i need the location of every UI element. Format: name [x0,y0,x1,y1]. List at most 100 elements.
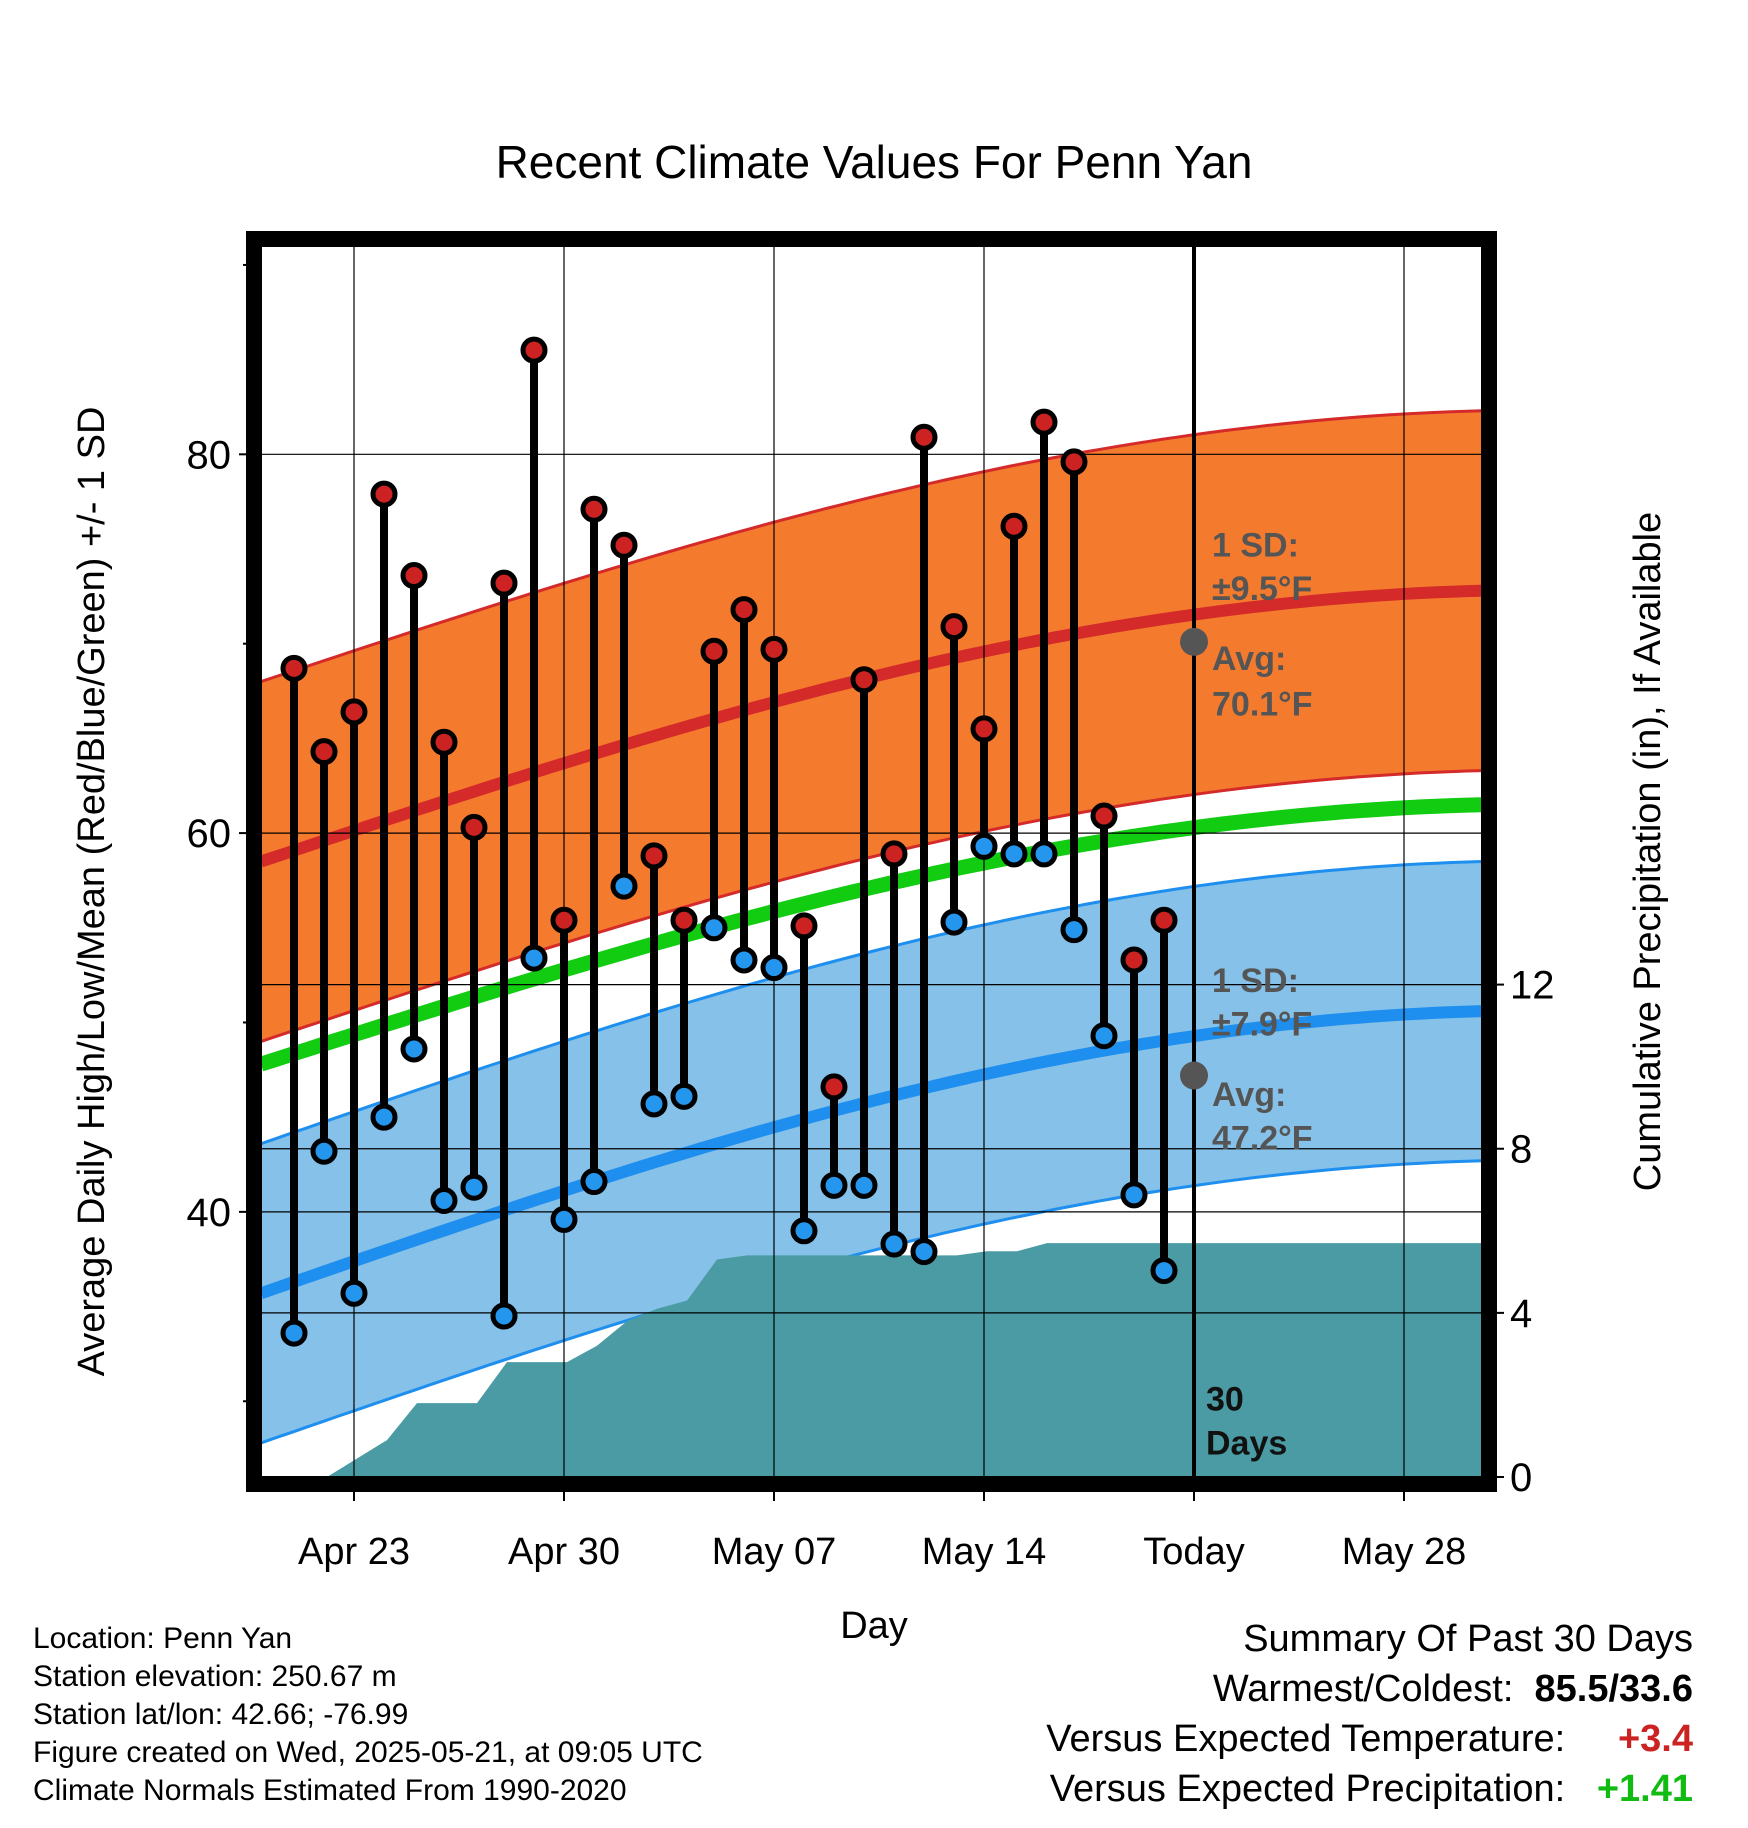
low-avg-value: 47.2°F [1212,1119,1313,1157]
daily-low-point [1150,1257,1178,1285]
daily-high-point [460,813,488,841]
latlon-text: Station lat/lon: 42.66; -76.99 [33,1698,409,1731]
daily-low-point [730,946,758,974]
warm-cold-value: 85.5/33.6 [1534,1668,1693,1710]
y2-tick-label: 12 [1510,964,1555,1008]
daily-high-point [1030,408,1058,436]
daily-high-point [430,728,458,756]
daily-high-point [310,738,338,766]
daily-high-point [1000,512,1028,540]
summary-temp: Versus Expected Temperature: +3.4 [1046,1718,1693,1768]
y2-tick-label: 8 [1510,1128,1532,1172]
low-avg-label: Avg: [1212,1076,1286,1114]
x-tick-label: Today [1143,1531,1244,1573]
x-axis-title: Day [840,1605,908,1647]
daily-high-point [760,635,788,663]
climate-chart: 1 SD: ±9.5°F Avg: 70.1°F 1 SD: ±7.9°F Avg: 47.2… [71,136,1669,1573]
daily-low-point [370,1103,398,1131]
daily-low-point [340,1279,368,1307]
temp-value: +3.4 [1617,1718,1693,1760]
y-tick-label: 60 [187,812,232,856]
daily-high-point [610,531,638,559]
daily-high-point [670,906,698,934]
daily-low-point [880,1230,908,1258]
chart-title: Recent Climate Values For Penn Yan [496,136,1253,188]
low-sd-label: 1 SD: [1212,962,1299,1000]
daily-low-point [1090,1022,1118,1050]
daily-low-point [310,1137,338,1165]
daily-high-point [340,698,368,726]
summary-precip: Versus Expected Precipitation: +1.41 [1046,1768,1693,1818]
temp-label: Versus Expected Temperature: [1046,1718,1566,1760]
daily-high-point [580,495,608,523]
y2-tick-label: 0 [1510,1456,1532,1500]
plot-inner: 1 SD: ±9.5°F Avg: 70.1°F 1 SD: ±7.9°F Avg: 47.2… [261,246,1482,1477]
daily-low-point [1030,840,1058,868]
daily-high-point [970,715,998,743]
daily-low-point [1120,1181,1148,1209]
daily-low-point [1000,840,1028,868]
daily-high-point [1150,906,1178,934]
warm-cold-label: Warmest/Coldest: [1212,1668,1514,1710]
daily-low-point [670,1082,698,1110]
daily-high-point [520,336,548,364]
daily-low-point [520,944,548,972]
summary-heading: Summary Of Past 30 Days [1243,1618,1693,1660]
created-text: Figure created on Wed, 2025-05-21, at 09… [33,1736,703,1769]
x-tick-label: May 28 [1342,1531,1467,1573]
precip-label: Versus Expected Precipitation: [1049,1768,1566,1810]
daily-high-point [370,480,398,508]
daily-low-point [910,1238,938,1266]
window-count-label: 30 [1206,1381,1244,1419]
daily-low-point [400,1035,428,1063]
x-tick-label: Apr 30 [508,1531,620,1573]
daily-low-point [460,1173,488,1201]
daily-low-point [430,1186,458,1214]
normals-text: Climate Normals Estimated From 1990-2020 [33,1774,627,1807]
daily-high-point [400,562,428,590]
daily-high-point [640,842,668,870]
daily-low-point [280,1319,308,1347]
y2-axis-title: Cumulative Precipitation (in), If Availa… [1627,512,1669,1191]
daily-high-point [730,596,758,624]
daily-high-point [850,666,878,694]
daily-low-point [940,908,968,936]
daily-high-point [700,637,728,665]
high-sd-band [261,410,1482,1042]
daily-high-point [820,1073,848,1101]
daily-low-point [640,1090,668,1118]
x-tick-label: May 07 [712,1531,837,1573]
x-tick-label: Apr 23 [298,1531,410,1573]
daily-low-point [820,1171,848,1199]
y-axis-title: Average Daily High/Low/Mean (Red/Blue/Gr… [71,407,113,1377]
normal-mean-line [261,797,1482,1072]
summary-panel: Summary Of Past 30 Days Warmest/Coldest:… [1046,1618,1693,1818]
daily-high-point [490,569,518,597]
daily-low-point [580,1168,608,1196]
daily-high-point [940,613,968,641]
y2-tick-label: 4 [1510,1292,1532,1336]
plot-area: 1 SD: ±9.5°F Avg: 70.1°F 1 SD: ±7.9°F Avg: 47.2… [71,231,1669,1573]
low-sd-lower-line [261,1159,1482,1445]
summary-warm-cold: Warmest/Coldest: 85.5/33.6 [1046,1668,1693,1718]
window-unit-label: Days [1206,1424,1287,1462]
low-sd-value: ±7.9°F [1212,1006,1312,1044]
x-tick-label: May 14 [922,1531,1047,1573]
x-axis-label-area: Day [840,1605,908,1647]
daily-low-point [610,872,638,900]
daily-low-point [490,1302,518,1330]
precip-value: +1.41 [1596,1768,1693,1810]
daily-high-point [550,906,578,934]
plot-frame [246,231,1497,1492]
low-sd-upper-line [261,860,1482,1146]
daily-high-point [880,840,908,868]
y-tick-label: 80 [187,433,232,477]
high-avg-value: 70.1°F [1212,686,1313,724]
daily-high-point [1090,802,1118,830]
daily-low-point [970,832,998,860]
normal-low-line [261,1005,1482,1299]
daily-high-point [790,912,818,940]
high-sd-label: 1 SD: [1212,527,1299,565]
high-avg-label: Avg: [1212,640,1286,678]
elevation-text: Station elevation: 250.67 m [33,1660,397,1693]
